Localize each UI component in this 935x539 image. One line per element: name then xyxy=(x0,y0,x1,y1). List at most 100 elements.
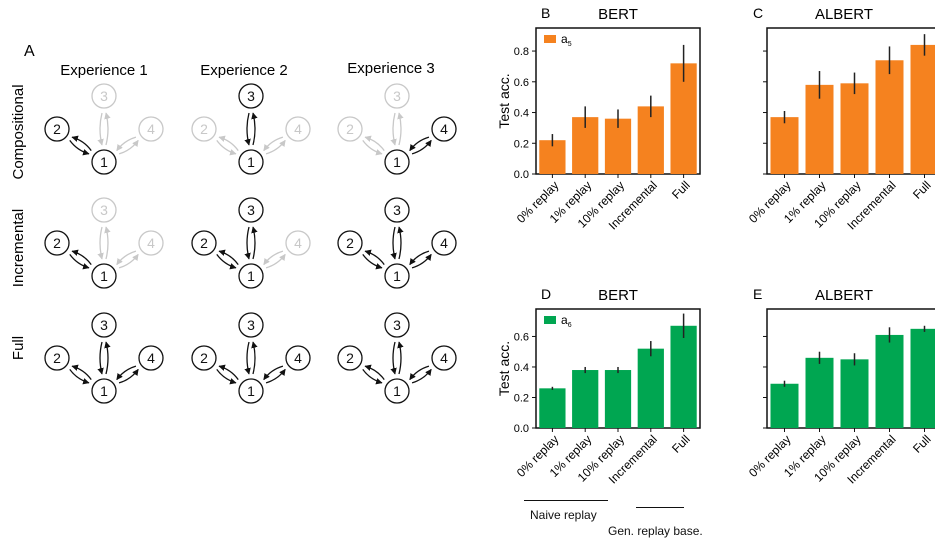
node-4-label: 4 xyxy=(147,350,155,366)
node-3-label: 3 xyxy=(393,317,401,333)
node-2-circle xyxy=(337,116,363,142)
edge-3-to-1 xyxy=(97,341,104,375)
node-3-circle xyxy=(91,83,117,109)
chart1-ytick-label: 0.4 xyxy=(514,108,529,120)
node-3-label: 3 xyxy=(393,88,401,104)
panel-letter-a: A xyxy=(24,43,35,60)
chart3-bar xyxy=(670,325,697,428)
edge-1-to-3 xyxy=(104,226,111,260)
chart2-bar xyxy=(770,117,799,174)
node-1-circle xyxy=(384,149,410,175)
chart2-bar xyxy=(910,44,935,175)
chart4-bar xyxy=(910,328,935,428)
node-1-label: 1 xyxy=(393,268,401,284)
chart3-bar xyxy=(539,388,566,428)
edge-1-to-4 xyxy=(265,139,286,155)
chart4-xtick-label: Full xyxy=(910,432,934,456)
graph-row1-col2: 1 2 3 4 xyxy=(191,83,311,175)
node-4-label: 4 xyxy=(440,350,448,366)
edge-1-to-3 xyxy=(397,226,404,260)
chart1-ytick-label: 0.6 xyxy=(514,77,529,89)
node-2-circle xyxy=(337,230,363,256)
edge-4-to-1 xyxy=(263,136,284,152)
chart1-bar xyxy=(637,106,664,174)
node-2-circle xyxy=(191,230,217,256)
naive-replay-rule xyxy=(524,500,608,501)
edge-3-to-1 xyxy=(390,112,397,146)
node-1-label: 1 xyxy=(100,268,108,284)
node-4-circle xyxy=(138,230,164,256)
edge-4-to-1 xyxy=(116,365,137,381)
chart3-ytick-label: 0.0 xyxy=(514,423,529,435)
graph-row1-col1: 1 2 3 4 xyxy=(44,83,164,175)
chart1-panel-letter: B xyxy=(541,5,550,21)
node-1-circle xyxy=(91,378,117,404)
node-2-label: 2 xyxy=(200,121,208,137)
chart3-ylabel: Test acc. xyxy=(496,341,512,396)
edge-1-to-2 xyxy=(364,135,385,151)
chart2-xtick-label: Full xyxy=(910,178,934,202)
edge-1-to-4 xyxy=(118,368,139,384)
chart4-title: ALBERT xyxy=(815,287,873,304)
chart2-title: ALBERT xyxy=(815,6,873,23)
node-1-label: 1 xyxy=(100,383,108,399)
node-4-circle xyxy=(431,116,457,142)
chart4-panel-letter: E xyxy=(753,286,762,302)
edge-1-to-2 xyxy=(71,364,92,380)
node-1-label: 1 xyxy=(247,154,255,170)
graph-row3-col1: 1 2 3 4 xyxy=(44,312,164,404)
graph-row2-col1: 1 2 3 4 xyxy=(44,197,164,289)
node-3-circle xyxy=(238,83,264,109)
naive-replay-label: Naive replay xyxy=(530,508,597,522)
node-3-label: 3 xyxy=(247,202,255,218)
edge-3-to-1 xyxy=(97,226,104,260)
chart3-bar xyxy=(572,370,599,428)
edge-1-to-4 xyxy=(118,139,139,155)
node-3-label: 3 xyxy=(393,202,401,218)
chart1-ytick-label: 0.0 xyxy=(514,169,529,181)
column-title-experience-2: Experience 2 xyxy=(200,62,288,79)
node-2-label: 2 xyxy=(346,235,354,251)
chart2-bar xyxy=(840,83,869,174)
node-1-circle xyxy=(238,263,264,289)
graph-row3-col3: 1 2 3 4 xyxy=(337,312,457,404)
node-3-label: 3 xyxy=(100,88,108,104)
node-3-circle xyxy=(91,197,117,223)
node-3-circle xyxy=(238,312,264,338)
node-2-circle xyxy=(191,345,217,371)
chart4-bar xyxy=(770,383,799,428)
edge-1-to-3 xyxy=(251,341,258,375)
edge-2-to-1 xyxy=(362,254,383,270)
chart1-xtick-label: Full xyxy=(669,178,693,202)
node-2-label: 2 xyxy=(53,235,61,251)
edge-1-to-3 xyxy=(104,112,111,146)
node-4-label: 4 xyxy=(147,235,155,251)
edge-4-to-1 xyxy=(409,136,430,152)
node-1-label: 1 xyxy=(393,383,401,399)
node-2-label: 2 xyxy=(346,350,354,366)
node-3-label: 3 xyxy=(100,202,108,218)
node-4-circle xyxy=(138,116,164,142)
edge-4-to-1 xyxy=(116,136,137,152)
edge-4-to-1 xyxy=(116,250,137,266)
edge-1-to-2 xyxy=(364,364,385,380)
graph-row3-col2: 1 2 3 4 xyxy=(191,312,311,404)
edge-1-to-2 xyxy=(364,249,385,265)
edge-2-to-1 xyxy=(69,254,90,270)
edge-1-to-2 xyxy=(218,135,239,151)
node-3-circle xyxy=(238,197,264,223)
node-4-label: 4 xyxy=(294,121,302,137)
node-4-label: 4 xyxy=(440,121,448,137)
node-4-label: 4 xyxy=(294,350,302,366)
chart1-legend-label: a5 xyxy=(561,32,572,48)
node-4-circle xyxy=(431,345,457,371)
node-3-circle xyxy=(384,83,410,109)
node-4-circle xyxy=(431,230,457,256)
node-4-circle xyxy=(138,345,164,371)
node-3-circle xyxy=(91,312,117,338)
edge-4-to-1 xyxy=(263,365,284,381)
chart3-bar xyxy=(637,348,664,428)
row-title-full: Full xyxy=(10,336,27,360)
edge-1-to-2 xyxy=(218,364,239,380)
